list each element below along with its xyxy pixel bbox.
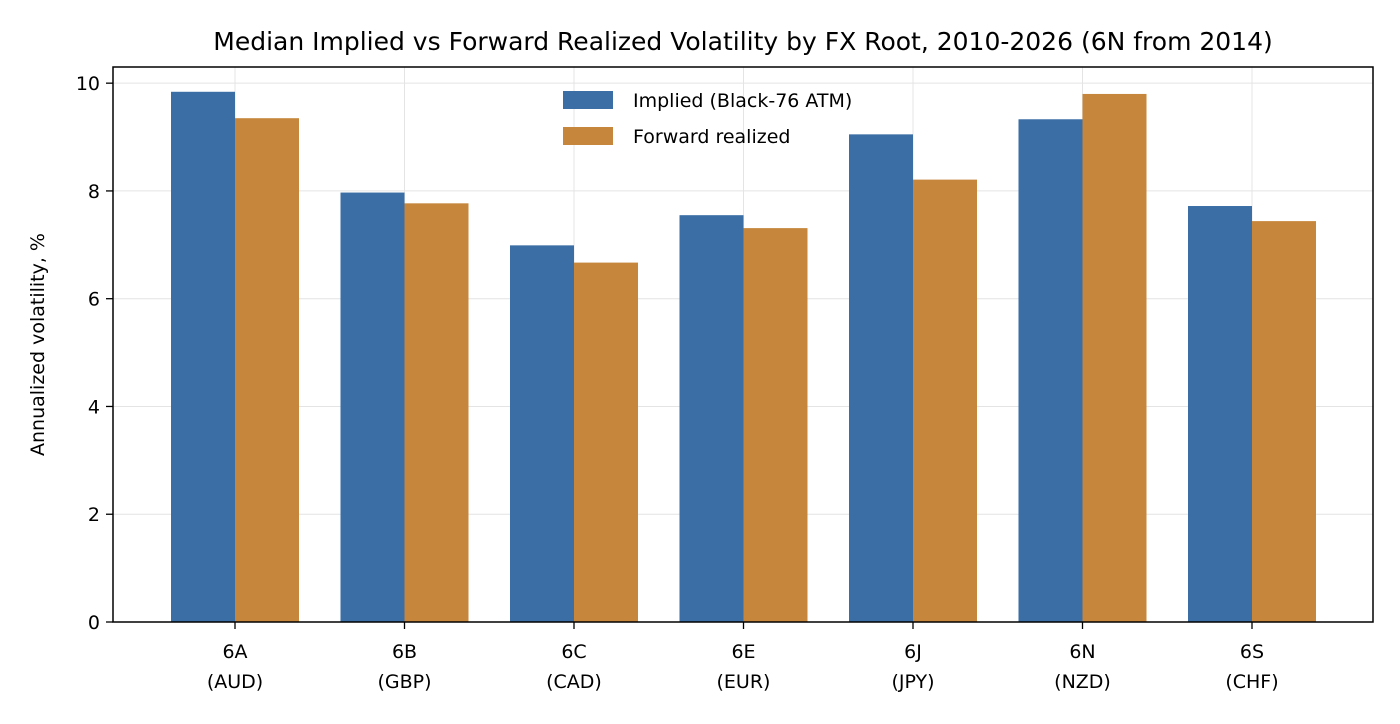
bar-realized-6e: [743, 228, 808, 623]
x-tick-label-currency: (EUR): [717, 671, 771, 693]
x-tick-label-code: 6S: [1240, 641, 1264, 663]
chart-title: Median Implied vs Forward Realized Volat…: [213, 27, 1273, 56]
legend: Implied (Black-76 ATM) Forward realized: [563, 90, 852, 148]
y-tick-label: 2: [88, 504, 100, 526]
bar-implied-6b: [340, 192, 405, 623]
x-tick-label-currency: (AUD): [207, 671, 263, 693]
x-tick-label-currency: (CHF): [1225, 671, 1278, 693]
x-tick-label-code: 6A: [222, 641, 247, 663]
x-tick-label-currency: (JPY): [891, 671, 934, 693]
bar-implied-6s: [1188, 206, 1252, 623]
x-tick-label-code: 6C: [561, 641, 586, 663]
x-tick-label-currency: (CAD): [546, 671, 602, 693]
bar-realized-6c: [574, 262, 638, 622]
bar-realized-6j: [913, 179, 977, 622]
legend-swatch-realized: [563, 127, 613, 145]
bar-implied-6n: [1018, 119, 1083, 622]
bar-implied-6c: [510, 245, 574, 622]
x-tick-label-currency: (NZD): [1054, 671, 1111, 693]
bar-realized-6n: [1082, 93, 1147, 622]
y-tick-label: 0: [88, 612, 100, 634]
bar-implied-6j: [849, 134, 913, 622]
y-axis-label: Annualized volatility, %: [27, 233, 49, 456]
legend-label-implied: Implied (Black-76 ATM): [633, 90, 852, 112]
ticks-layer: 0 2 4 6 8 10 6A (AUD) 6B (GBP) 6C (CAD) 6E (EUR) 6J (JP…: [76, 73, 1279, 693]
bar-implied-6e: [679, 215, 744, 622]
bar-realized-6b: [404, 203, 469, 622]
x-tick-label-code: 6J: [904, 641, 922, 663]
bar-realized-6a: [235, 118, 299, 622]
x-tick-label-code: 6N: [1069, 641, 1095, 663]
bars-layer: [171, 91, 1316, 623]
legend-label-realized: Forward realized: [633, 126, 790, 148]
y-tick-label: 10: [76, 73, 100, 95]
bar-implied-6a: [171, 91, 235, 623]
y-tick-label: 8: [88, 181, 100, 203]
legend-swatch-implied: [563, 91, 613, 109]
y-tick-label: 6: [88, 289, 100, 311]
y-tick-label: 4: [88, 396, 100, 418]
x-tick-label-currency: (GBP): [377, 671, 431, 693]
x-tick-label-code: 6E: [731, 641, 755, 663]
bar-realized-6s: [1252, 221, 1316, 622]
x-tick-label-code: 6B: [392, 641, 417, 663]
